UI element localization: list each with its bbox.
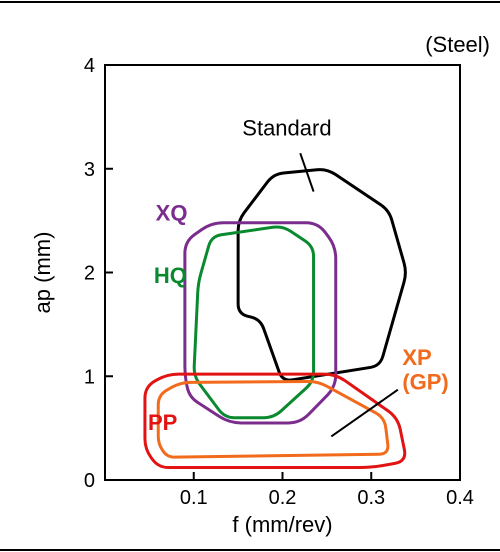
x-axis-label: f (mm/rev) bbox=[232, 512, 332, 537]
x-tick-label: 0.3 bbox=[357, 487, 385, 509]
y-tick-label: 2 bbox=[84, 263, 95, 285]
label-hq: HQ bbox=[154, 263, 187, 288]
y-tick-label: 0 bbox=[84, 470, 95, 492]
chart-title: (Steel) bbox=[425, 32, 490, 57]
region-hq bbox=[194, 227, 313, 418]
x-tick-label: 0.2 bbox=[269, 487, 297, 509]
region-chart: 0.1 0.2 0.3 0.4 0 1 2 3 4 f (mm/rev) ap (mm) (Steel… bbox=[0, 0, 500, 552]
label-xp: XP bbox=[402, 345, 431, 370]
region-standard bbox=[238, 170, 405, 381]
y-tick-label: 1 bbox=[84, 366, 95, 388]
x-tick-label: 0.1 bbox=[180, 487, 208, 509]
region-xp bbox=[158, 382, 388, 458]
label-pp: PP bbox=[148, 410, 177, 435]
label-xq: XQ bbox=[156, 201, 188, 226]
y-tick-label: 3 bbox=[84, 159, 95, 181]
figure-container: { "figure": { "title": "(Steel)", "title… bbox=[0, 0, 500, 552]
label-standard: Standard bbox=[242, 116, 331, 141]
top-rule bbox=[0, 1, 500, 3]
y-axis-label: ap (mm) bbox=[30, 232, 55, 314]
leader-xp bbox=[331, 390, 398, 437]
bottom-rule bbox=[0, 549, 500, 551]
label2-xp: (GP) bbox=[402, 370, 448, 395]
y-tick-label: 4 bbox=[84, 55, 95, 77]
x-tick-label: 0.4 bbox=[446, 487, 474, 509]
